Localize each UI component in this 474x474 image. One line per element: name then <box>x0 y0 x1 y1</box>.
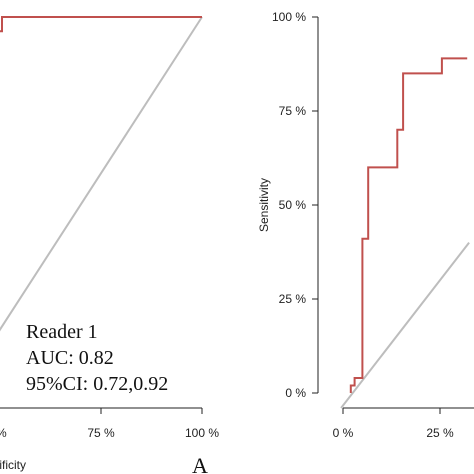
right-roc-curve <box>349 57 468 393</box>
right-y-tick-label-0: 0 % <box>285 386 306 400</box>
left-roc-curve <box>0 16 202 33</box>
right-y-tick-label-1: 25 % <box>279 292 307 306</box>
right-reference-diagonal <box>340 241 470 409</box>
reader-label: Reader 1 <box>26 321 98 343</box>
right-roc-panel: 0 % 25 % 50 % 75 % 100 % 0 % 25 % Sensitivity <box>257 10 474 440</box>
right-y-tick-label-2: 50 % <box>279 198 307 212</box>
left-roc-panel: % 75 % 100 % Specificity Reader 1 AUC: 0… <box>0 16 219 474</box>
left-x-tick-label-0: % <box>0 426 7 440</box>
right-y-tick-label-3: 75 % <box>279 104 307 118</box>
left-x-axis-title: Specificity <box>0 458 26 472</box>
left-x-tick-label-2: 100 % <box>185 426 219 440</box>
left-reference-diagonal <box>0 16 203 332</box>
right-x-tick-label-0: 0 % <box>333 426 354 440</box>
right-x-tick-label-1: 25 % <box>426 426 454 440</box>
left-x-tick-label-1: 75 % <box>87 426 115 440</box>
ci-label: 95%CI: 0.72,0.92 <box>26 373 168 395</box>
right-y-tick-label-4: 100 % <box>272 10 306 24</box>
auc-label: AUC: 0.82 <box>26 347 114 369</box>
right-y-axis-title: Sensitivity <box>257 178 271 232</box>
panel-label-a: A <box>192 453 208 474</box>
